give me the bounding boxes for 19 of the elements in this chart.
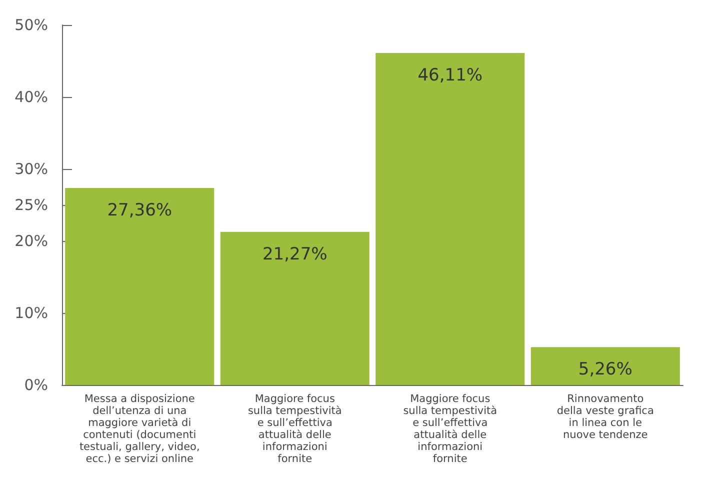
bar bbox=[530, 347, 680, 385]
y-tick-label: 25% bbox=[14, 196, 48, 214]
x-tick-label: Maggiore focus sulla tempestività e sull’effettiva attualità delle informazioni fornite bbox=[248, 393, 342, 465]
data-label: 5,26% bbox=[578, 360, 632, 380]
y-tick-label: 0% bbox=[24, 376, 48, 394]
y-tick-label: 30% bbox=[14, 160, 48, 178]
bar bbox=[220, 232, 370, 385]
data-label: 46,11% bbox=[418, 66, 483, 86]
x-tick-label: Rinnovamento della veste grafica in linea con le nuove tendenze bbox=[556, 393, 654, 441]
y-tick-label: 10% bbox=[14, 304, 48, 322]
x-tick-label: Messa a disposizione dell’utenza di una maggiore varietà di contenuti (documenti testuali, gallery, video, ecc.) e servizi online bbox=[79, 393, 200, 465]
x-tick-label: Maggiore focus sulla tempestività e sull’effettiva attualità delle informazioni fornite bbox=[403, 393, 498, 465]
y-tick-label: 20% bbox=[14, 232, 48, 250]
data-label: 21,27% bbox=[262, 244, 328, 264]
y-tick-label: 40% bbox=[14, 88, 48, 106]
data-label: 27,36% bbox=[107, 200, 172, 221]
bar bbox=[65, 188, 214, 385]
y-tick-label: 50% bbox=[14, 16, 48, 34]
bar bbox=[376, 53, 525, 385]
